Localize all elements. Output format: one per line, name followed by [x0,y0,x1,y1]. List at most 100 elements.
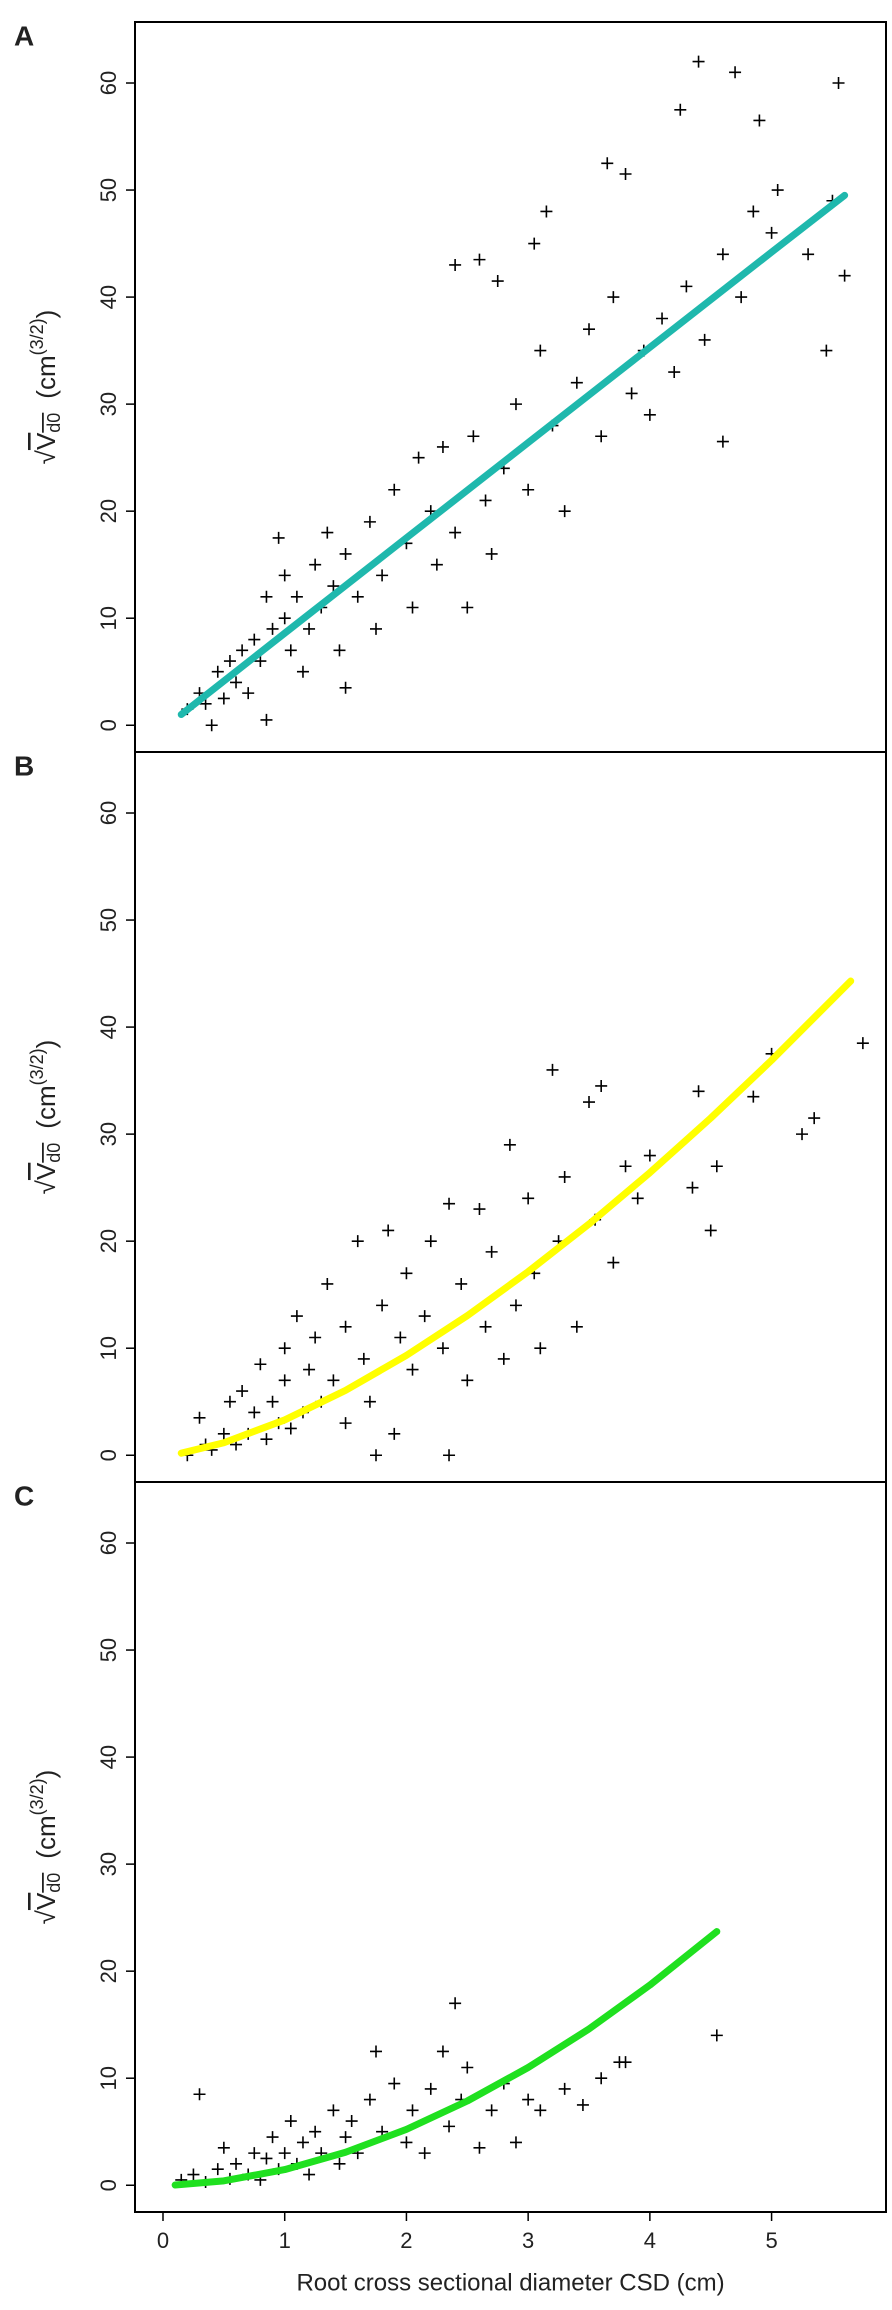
data-point [461,1374,474,1387]
data-point [236,644,249,657]
data-point [223,1395,236,1408]
label-sup: (3/2) [27,1778,47,1815]
y-tick-label: 60 [96,71,121,95]
data-point [394,1331,407,1344]
data-point [309,2125,322,2138]
y-axis-label: √Vd0 (cm(3/2)) [27,1770,64,1925]
data-point [290,1310,303,1323]
data-point [327,2104,340,2117]
data-point [370,2045,383,2058]
data-point [607,291,620,304]
label-sup: (3/2) [27,318,47,355]
data-point [558,2082,571,2095]
y-tick-label: 20 [96,1959,121,1983]
data-point [455,1277,468,1290]
data-point [388,1427,401,1440]
data-point [558,505,571,518]
y-tick-label: 10 [96,2066,121,2090]
fit-line [171,1928,721,2189]
x-tick-label: 5 [765,2228,777,2253]
label-unit: (cm [31,1085,61,1128]
data-point [607,1256,620,1269]
data-point [284,644,297,657]
data-point [461,2061,474,2074]
data-point [509,398,522,411]
data-point [406,601,419,614]
data-point [558,1170,571,1183]
data-point [223,655,236,668]
y-tick-label: 30 [96,1852,121,1876]
data-point [278,612,291,625]
data-point [643,1149,656,1162]
data-point [753,114,766,127]
data-point [522,483,535,496]
x-tick-label: 4 [644,2228,656,2253]
y-tick-label: 30 [96,1122,121,1146]
y-tick-label: 20 [96,1229,121,1253]
data-point [296,2136,309,2149]
data-point [321,526,334,539]
data-point [266,622,279,635]
data-point [303,2168,316,2181]
data-point [479,494,492,507]
data-point [290,590,303,603]
data-point [583,323,596,336]
data-point [534,344,547,357]
y-tick-label: 10 [96,1336,121,1360]
plot-frame [134,1481,887,2213]
data-point [595,430,608,443]
data-point [376,569,389,582]
data-point [546,1063,559,1076]
data-point [296,665,309,678]
data-point [832,77,845,90]
data-point [303,1363,316,1376]
data-point [339,1417,352,1430]
data-point [619,1160,632,1173]
data-point [716,248,729,261]
data-point [509,2136,522,2149]
data-point [692,55,705,68]
data-point [424,2082,437,2095]
data-point [583,1096,596,1109]
data-point [370,622,383,635]
data-point [309,558,322,571]
data-point [449,526,462,539]
data-point [570,1320,583,1333]
y-axis-label: √Vd0 (cm(3/2)) [27,310,64,465]
data-point [473,2141,486,2154]
data-point [266,1395,279,1408]
data-point [278,2147,291,2160]
data-point [856,1037,869,1050]
data-point [686,1181,699,1194]
data-point [802,248,815,261]
data-point [522,2093,535,2106]
label-var: V [31,1162,61,1180]
data-point [272,531,285,544]
data-point [303,622,316,635]
data-point [716,435,729,448]
data-point [187,2168,200,2181]
data-point [528,237,541,250]
data-point [400,2136,413,2149]
data-point [363,515,376,528]
data-point [388,483,401,496]
label-var: V [31,1892,61,1910]
data-point [412,451,425,464]
data-point [333,644,346,657]
data-point [236,1385,249,1398]
data-point [193,2088,206,2101]
data-point [205,719,218,732]
data-point [534,1342,547,1355]
x-tick-label: 1 [279,2228,291,2253]
y-axis-label: √Vd0 (cm(3/2)) [27,1040,64,1195]
data-point [193,1411,206,1424]
data-point [631,1192,644,1205]
data-point [449,258,462,271]
fit-line [177,977,855,1457]
data-point [248,2147,261,2160]
data-point [443,2120,456,2133]
data-point [418,1310,431,1323]
data-point [485,547,498,560]
data-point [217,2141,230,2154]
y-tick-label: 0 [96,719,121,731]
